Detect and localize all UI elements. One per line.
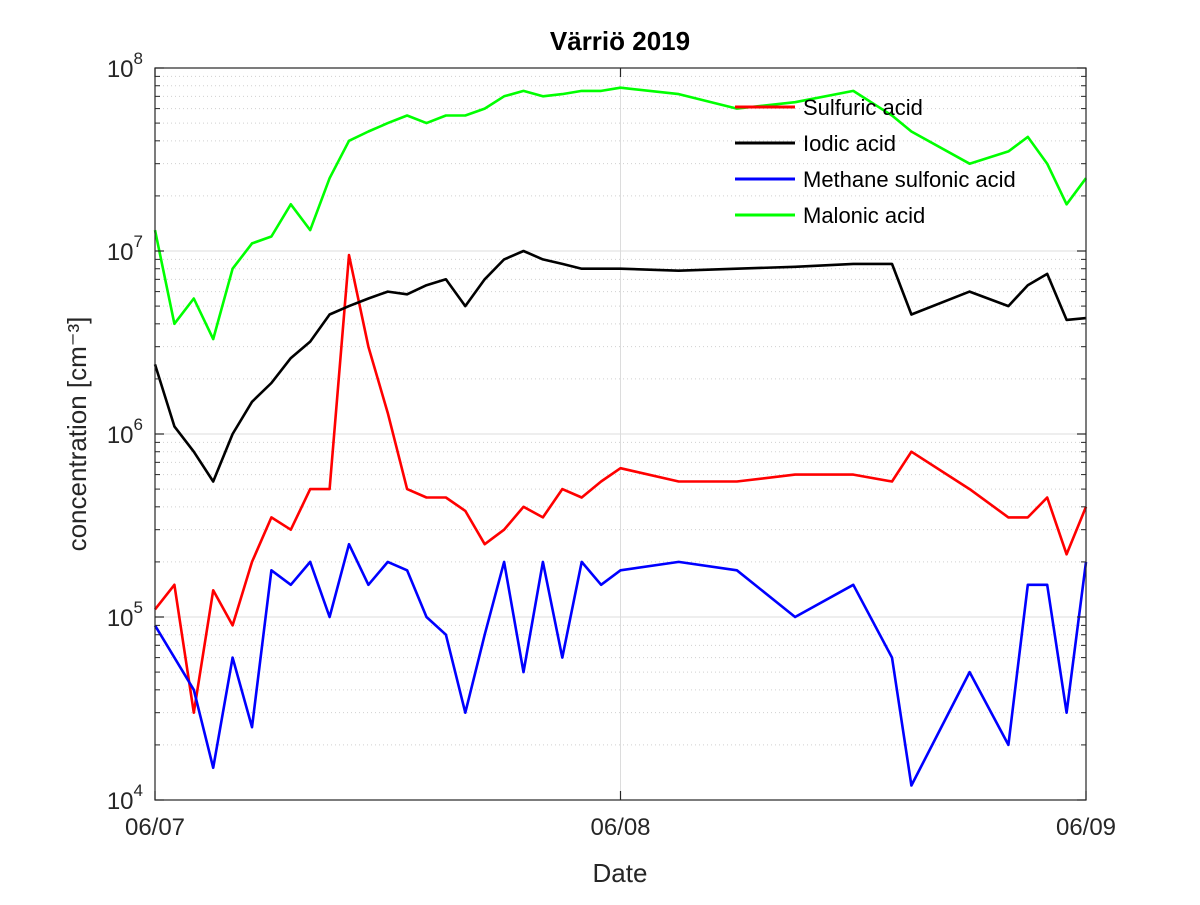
grid-layer <box>155 68 1086 800</box>
legend-entry-label: Iodic acid <box>803 131 896 156</box>
series-layer <box>153 86 1088 787</box>
y-tick-label: 105 <box>107 598 143 632</box>
series-line-sulfuric-acid <box>153 253 1088 715</box>
legend-entry-label: Malonic acid <box>803 203 925 228</box>
x-tick-label: 06/07 <box>125 814 185 841</box>
legend-entry-label: Sulfuric acid <box>803 95 923 120</box>
series-line-methane-sulfonic-acid <box>153 542 1088 787</box>
x-tick-label: 06/09 <box>1056 814 1116 841</box>
y-axis-label: concentration [cm⁻³] <box>62 317 92 552</box>
legend: Sulfuric acid Iodic acid Methane sulfonic … <box>735 95 1016 228</box>
y-tick-label: 108 <box>107 49 143 83</box>
chart-title: Värriö 2019 <box>550 26 690 56</box>
x-tick-label: 06/08 <box>590 814 650 841</box>
series-line-malonic-acid <box>153 86 1088 341</box>
y-tick-label: 104 <box>107 781 143 815</box>
series-line-iodic-acid <box>153 249 1087 483</box>
x-axis-label: Date <box>593 858 648 888</box>
y-tick-label: 106 <box>107 415 143 449</box>
y-tick-label: 107 <box>107 232 143 266</box>
legend-entry-label: Methane sulfonic acid <box>803 167 1016 192</box>
